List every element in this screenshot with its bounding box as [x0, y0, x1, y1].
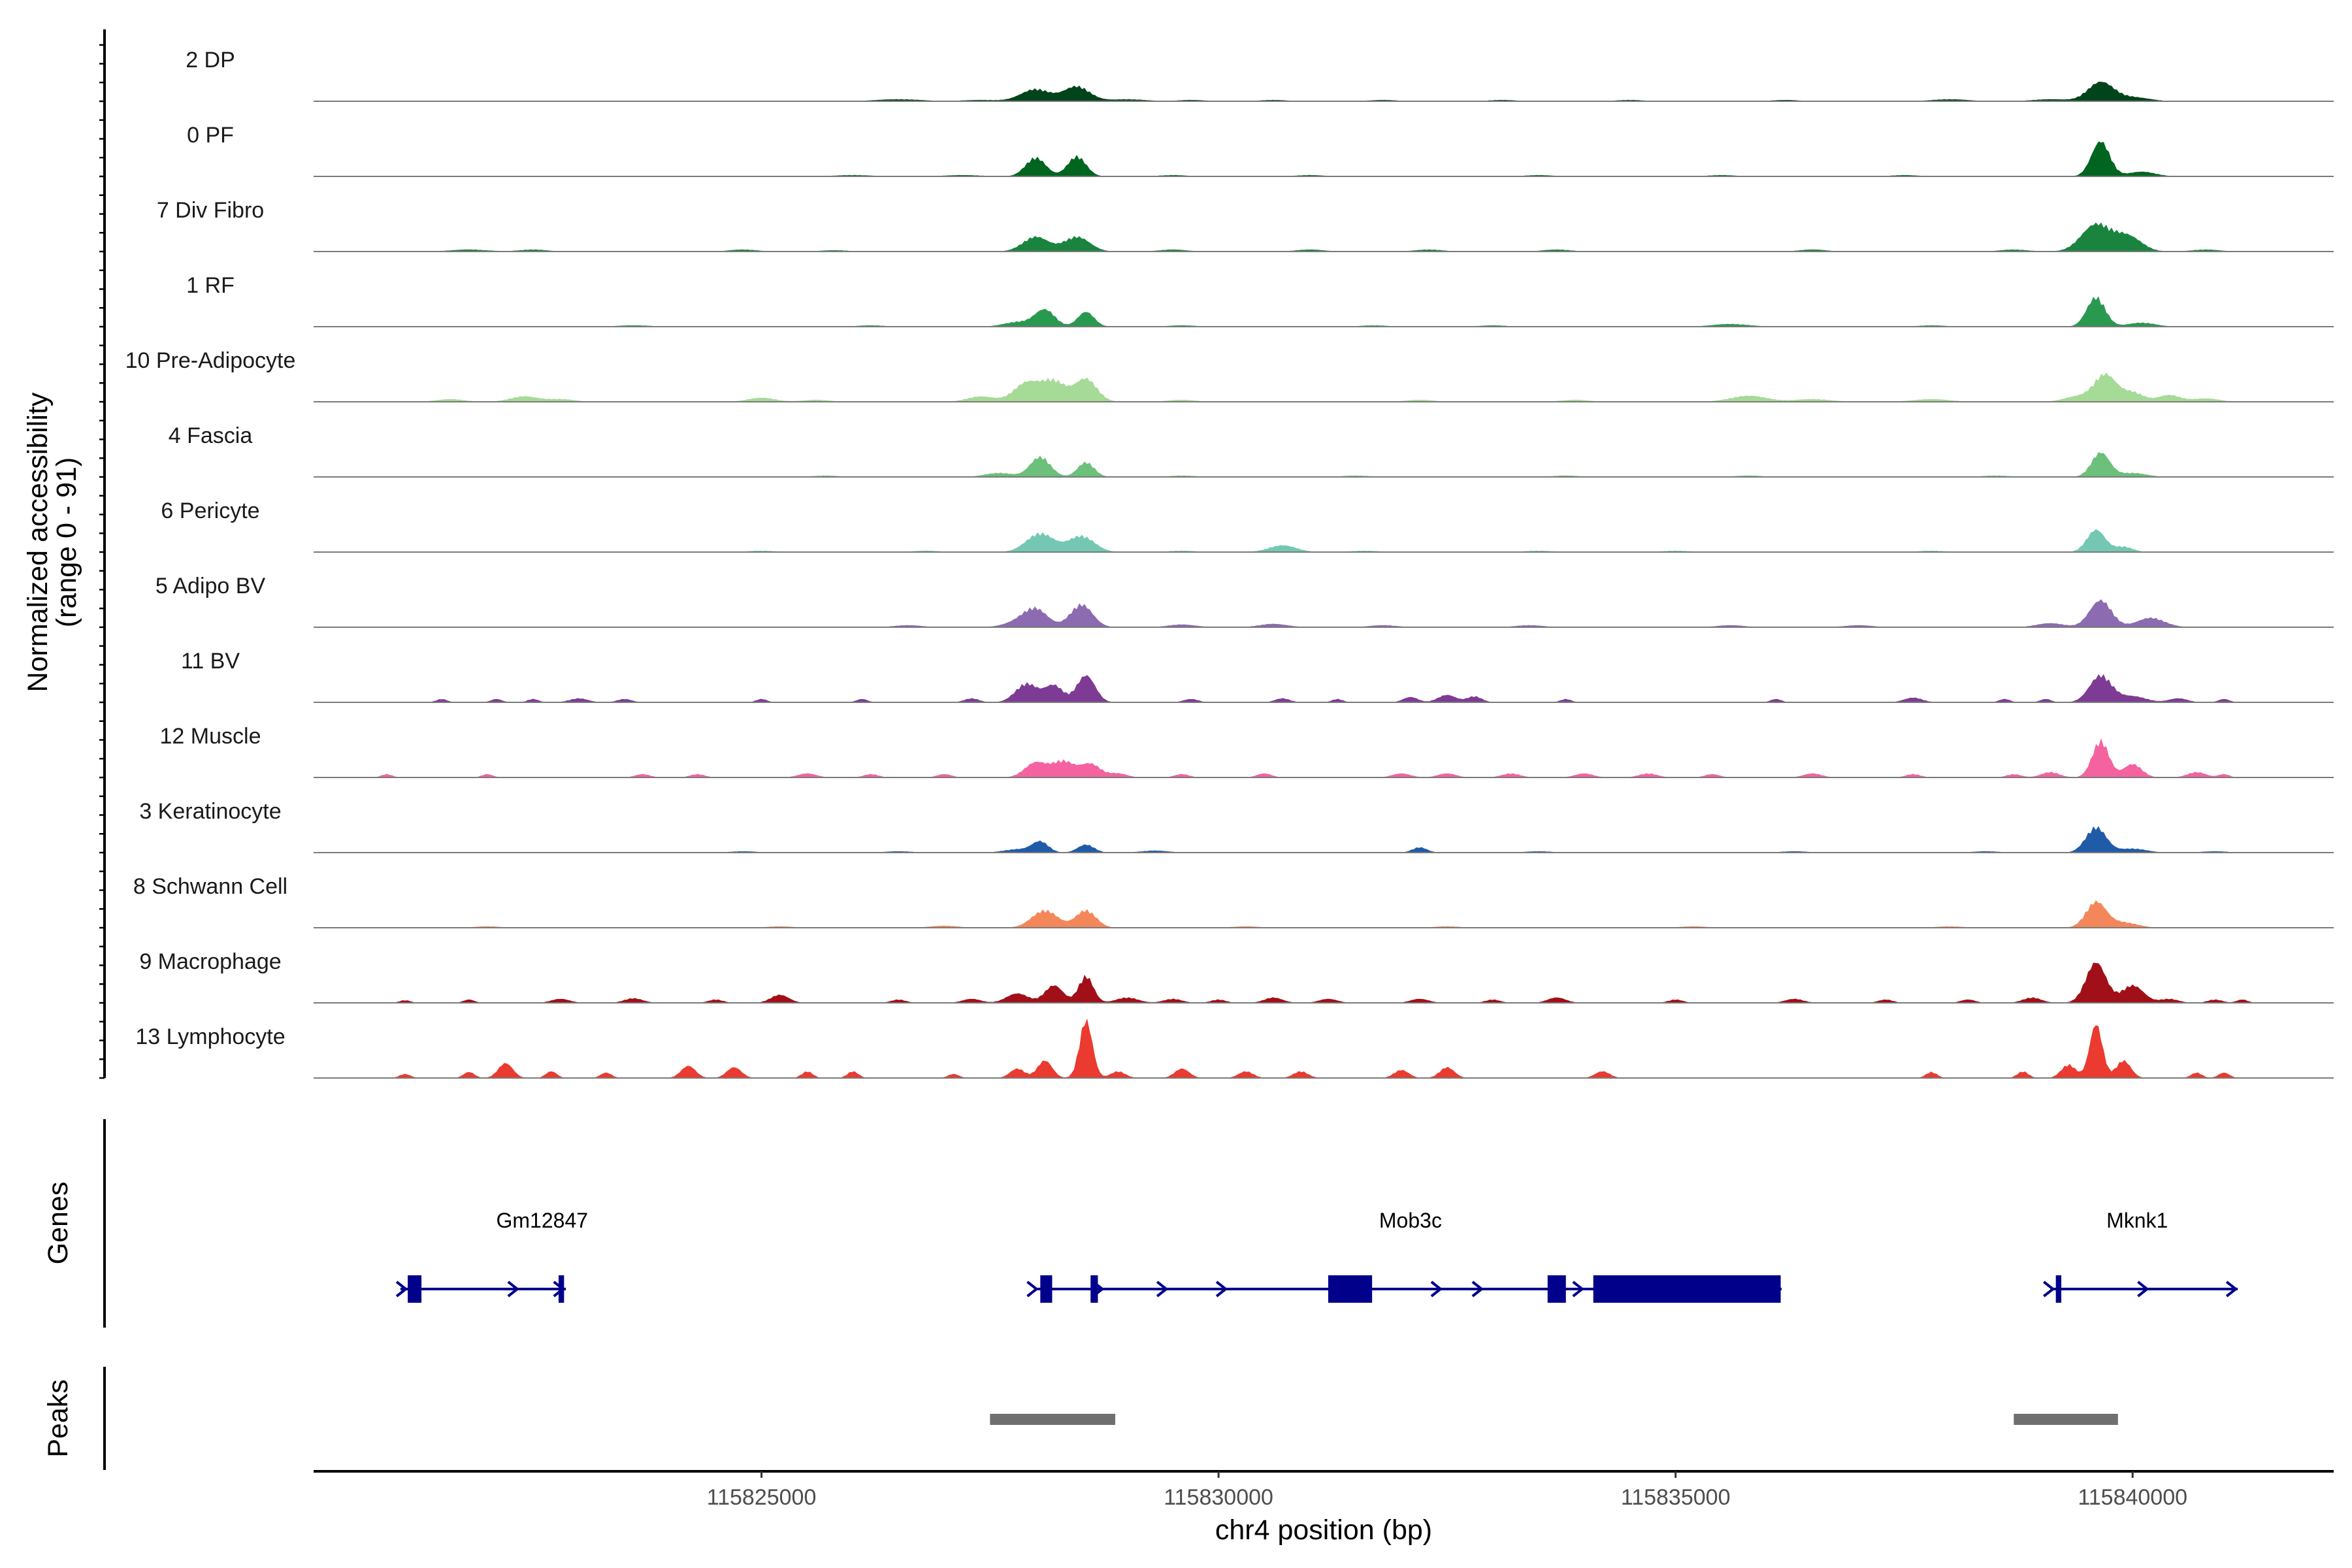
gene-models: Gm12847 Mob3c Mknk1 [395, 1209, 2238, 1303]
strand-arrow [1156, 1281, 1169, 1298]
track-11-bv: 11 BV [181, 649, 2334, 703]
track-12-muscle: 12 Muscle [160, 724, 2334, 778]
peak-region-bar [2014, 1414, 2118, 1425]
track-0-pf: 0 PF [187, 123, 2334, 177]
coverage-area [314, 372, 2334, 402]
gene-exon [1040, 1275, 1053, 1303]
track-label: 0 PF [187, 123, 234, 148]
genes-panel: Genes Gm12847 Mob3c Mknk1 [42, 1119, 2238, 1328]
coverage-area [314, 222, 2334, 252]
track-1-rf: 1 RF [186, 273, 2334, 327]
gene-exon [1547, 1275, 1566, 1303]
gene-name-label: Mob3c [1379, 1209, 1442, 1232]
track-2-dp: 2 DP [186, 48, 2334, 102]
track-label: 4 Fascia [169, 423, 253, 448]
gene-exon [1593, 1275, 1781, 1303]
gene-mob3c: Mob3c [1026, 1209, 1782, 1303]
track-5-adipo-bv: 5 Adipo BV [155, 574, 2334, 628]
track-label: 12 Muscle [160, 724, 261, 749]
y-axis-title: Normalized accessibility(range 0 - 91) [22, 392, 82, 692]
track-label: 1 RF [186, 273, 235, 298]
genes-panel-label: Genes [42, 1182, 74, 1265]
x-tick-label: 115830000 [1164, 1485, 1273, 1510]
peaks-panel-label: Peaks [42, 1379, 74, 1458]
coverage-area [314, 141, 2334, 176]
gene-mknk1: Mknk1 [2043, 1209, 2238, 1303]
gene-exon [408, 1275, 422, 1303]
strand-arrow [1092, 1281, 1105, 1298]
coverage-area [314, 599, 2334, 627]
strand-arrow [1471, 1281, 1484, 1298]
coverage-area [314, 962, 2334, 1003]
peaks-panel: Peaks [42, 1367, 2118, 1470]
coverage-area [314, 296, 2334, 327]
track-label: 5 Adipo BV [155, 574, 266, 598]
strand-arrow [2225, 1281, 2238, 1298]
gene-gm12847: Gm12847 [395, 1209, 589, 1303]
strand-arrow [2043, 1281, 2055, 1298]
coverage-area [314, 529, 2334, 552]
track-8-schwann-cell: 8 Schwann Cell [133, 874, 2334, 928]
coverage-area [314, 738, 2334, 777]
coverage-area [314, 826, 2334, 853]
track-4-fascia: 4 Fascia [169, 423, 2334, 478]
track-label: 6 Pericyte [161, 498, 259, 523]
x-tick-label: 115835000 [1621, 1485, 1731, 1510]
strand-arrow [1572, 1281, 1584, 1298]
coverage-area [314, 451, 2334, 477]
coverage-area [314, 900, 2334, 928]
track-label: 10 Pre-Adipocyte [125, 348, 296, 373]
track-7-div-fibro: 7 Div Fibro [157, 198, 2334, 252]
x-axis: 115825000 115830000 115835000 115840000 chr… [314, 1470, 2334, 1546]
strand-arrow [2137, 1281, 2149, 1298]
coverage-tracks: 2 DP 0 PF 7 Div Fibro 1 RF 10 Pre-Adipocyte 4… [125, 48, 2334, 1079]
strand-arrow [507, 1281, 520, 1298]
strand-arrow [395, 1281, 408, 1298]
strand-arrow [1430, 1281, 1443, 1298]
track-3-keratinocyte: 3 Keratinocyte [139, 799, 2334, 853]
coverage-area [314, 674, 2334, 702]
peak-region-bar [990, 1414, 1116, 1425]
x-axis-title: chr4 position (bp) [1215, 1514, 1432, 1546]
gene-exon [2055, 1275, 2062, 1303]
track-label: 9 Macrophage [139, 949, 281, 974]
track-label: 2 DP [186, 48, 235, 73]
track-label: 7 Div Fibro [157, 198, 264, 223]
coverage-area [314, 1018, 2334, 1078]
x-tick-label: 115825000 [707, 1485, 817, 1510]
track-10-pre-adipocyte: 10 Pre-Adipocyte [125, 348, 2334, 402]
gene-exon [1328, 1275, 1373, 1303]
gene-name-label: Mknk1 [2106, 1209, 2168, 1232]
track-label: 3 Keratinocyte [139, 799, 281, 824]
track-label: 11 BV [181, 649, 240, 674]
track-13-lymphocyte: 13 Lymphocyte [135, 1018, 2334, 1079]
x-axis-ticks: 115825000 115830000 115835000 115840000 [707, 1471, 2187, 1510]
coverage-y-axis [99, 29, 106, 1079]
track-9-macrophage: 9 Macrophage [139, 949, 2334, 1004]
x-tick-label: 115840000 [2078, 1485, 2187, 1510]
gene-name-label: Gm12847 [497, 1209, 589, 1232]
strand-arrow [1026, 1281, 1039, 1298]
strand-arrow [553, 1281, 565, 1298]
track-label: 13 Lymphocyte [135, 1024, 285, 1049]
gene-exon [1090, 1275, 1098, 1303]
strand-arrow [1215, 1281, 1228, 1298]
track-6-pericyte: 6 Pericyte [161, 498, 2334, 553]
coverage-area [314, 82, 2334, 101]
track-label: 8 Schwann Cell [133, 874, 287, 899]
peak-regions [990, 1414, 2118, 1425]
